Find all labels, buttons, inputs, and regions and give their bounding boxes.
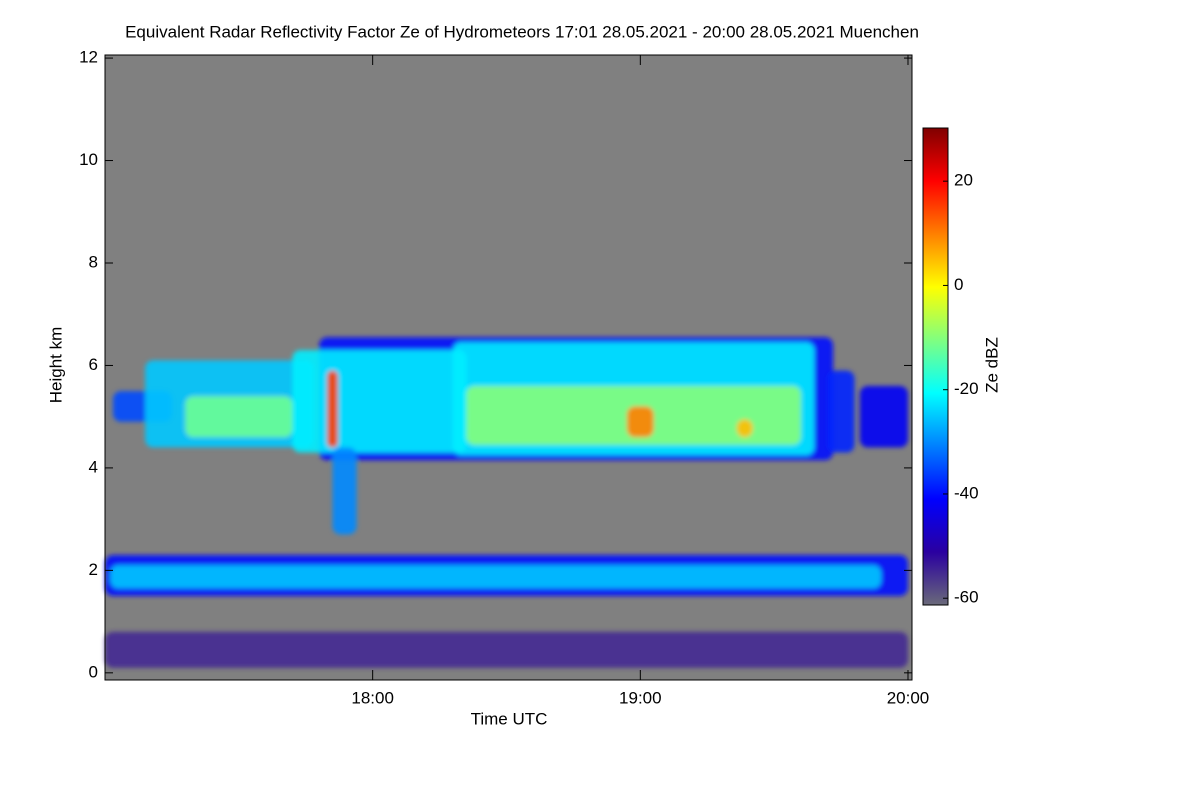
y-tick-label: 10 bbox=[79, 150, 98, 169]
y-tick-label: 8 bbox=[89, 252, 98, 271]
y-tick-label: 4 bbox=[89, 457, 98, 476]
colorbar-tick-label: -20 bbox=[954, 379, 979, 398]
reflectivity-cell bbox=[185, 396, 293, 438]
x-tick-label: 18:00 bbox=[351, 688, 394, 707]
reflectivity-cell bbox=[859, 385, 908, 448]
reflectivity-cell bbox=[827, 370, 855, 453]
colorbar-tick-label: -40 bbox=[954, 483, 979, 502]
y-tick-label: 12 bbox=[79, 48, 98, 67]
reflectivity-cell bbox=[110, 565, 882, 589]
colorbar-tick-label: 0 bbox=[954, 275, 963, 294]
colorbar-label: Ze dBZ bbox=[982, 337, 1001, 393]
reflectivity-field bbox=[105, 337, 908, 668]
y-tick-label: 0 bbox=[89, 662, 98, 681]
x-axis-label: Time UTC bbox=[471, 709, 548, 728]
colorbar-tick-label: -60 bbox=[954, 588, 979, 607]
x-tick-label: 19:00 bbox=[619, 688, 662, 707]
colorbar bbox=[922, 127, 949, 606]
reflectivity-cell bbox=[105, 631, 908, 668]
plot-frame bbox=[104, 54, 913, 681]
reflectivity-cell bbox=[332, 447, 357, 535]
reflectivity-cell bbox=[292, 350, 467, 453]
reflectivity-cell bbox=[736, 419, 753, 438]
x-tick-label: 20:00 bbox=[887, 688, 930, 707]
colorbar-tick-label: 20 bbox=[954, 171, 973, 190]
y-axis-label: Height km bbox=[46, 327, 65, 404]
y-tick-label: 6 bbox=[89, 355, 98, 374]
reflectivity-cell bbox=[626, 406, 654, 438]
y-tick-label: 2 bbox=[89, 560, 98, 579]
reflectivity-cell bbox=[327, 370, 338, 448]
chart-title: Equivalent Radar Reflectivity Factor Ze … bbox=[125, 22, 919, 41]
